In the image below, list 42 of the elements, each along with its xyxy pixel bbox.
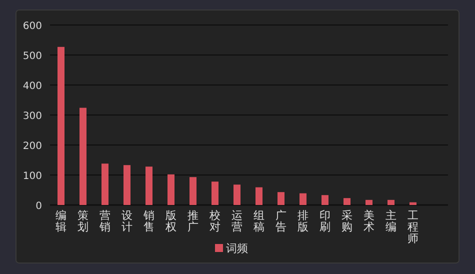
bar — [256, 187, 262, 205]
bar — [388, 200, 394, 205]
x-tick-label: 编辑 — [56, 209, 66, 234]
y-tick-label: 100 — [22, 171, 42, 182]
bar — [124, 165, 130, 205]
bar — [234, 184, 240, 205]
x-tick-label: 校对 — [208, 209, 220, 234]
x-tick-label: 广告 — [276, 209, 286, 234]
bar — [344, 198, 350, 205]
x-tick-label: 印刷 — [320, 209, 330, 234]
bar — [80, 108, 86, 205]
y-tick-label: 600 — [22, 21, 42, 32]
bar — [212, 182, 218, 205]
bar — [278, 192, 284, 205]
bar — [146, 166, 152, 205]
x-tick-label: 策划 — [78, 209, 88, 234]
x-tick-label: 采购 — [342, 209, 352, 234]
y-tick-label: 400 — [22, 81, 42, 92]
bar — [366, 200, 372, 205]
x-tick-label: 美术 — [364, 209, 374, 234]
x-tick-label: 工程师 — [408, 209, 418, 245]
bar — [300, 193, 306, 205]
x-tick-label: 销售 — [142, 209, 154, 234]
bar — [58, 46, 64, 205]
x-tick-label: 组稿 — [254, 209, 264, 234]
y-tick-label: 0 — [36, 201, 42, 212]
x-tick-label: 营销 — [98, 209, 110, 234]
bar — [322, 195, 328, 205]
x-tick-label: 设计 — [122, 209, 132, 234]
y-tick-label: 300 — [22, 111, 42, 122]
bar — [102, 164, 108, 205]
bar — [410, 202, 416, 205]
x-tick-label: 版权 — [164, 209, 176, 234]
x-tick-label: 推广 — [188, 209, 198, 234]
y-tick-label: 200 — [22, 141, 42, 152]
x-tick-label: 主编 — [386, 209, 396, 234]
x-tick-label: 运营 — [232, 209, 242, 234]
x-tick-label: 排版 — [298, 209, 308, 234]
y-tick-label: 500 — [22, 51, 42, 62]
bar — [168, 174, 174, 205]
legend-label: 词频 — [226, 242, 248, 255]
bar — [190, 177, 196, 205]
